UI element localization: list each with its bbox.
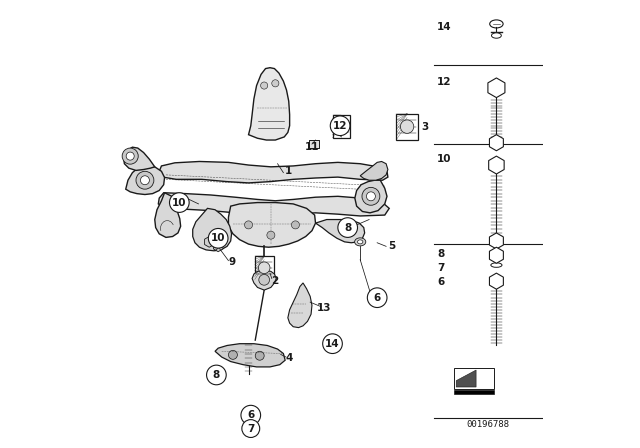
Circle shape xyxy=(241,405,260,425)
Polygon shape xyxy=(158,193,389,216)
Text: 00196788: 00196788 xyxy=(466,420,509,429)
Circle shape xyxy=(122,148,138,164)
Polygon shape xyxy=(124,147,155,170)
Polygon shape xyxy=(193,208,232,251)
Ellipse shape xyxy=(491,263,502,267)
FancyBboxPatch shape xyxy=(396,114,418,140)
Circle shape xyxy=(209,228,228,248)
Text: 6: 6 xyxy=(374,293,381,303)
Circle shape xyxy=(140,176,149,185)
Text: 5: 5 xyxy=(388,241,395,251)
Polygon shape xyxy=(252,271,276,290)
Polygon shape xyxy=(248,68,290,140)
Circle shape xyxy=(323,334,342,353)
Text: 10: 10 xyxy=(172,198,187,207)
Polygon shape xyxy=(490,135,504,151)
Text: 8: 8 xyxy=(212,370,220,380)
Ellipse shape xyxy=(490,20,503,28)
Polygon shape xyxy=(214,241,223,252)
Circle shape xyxy=(228,350,237,359)
Text: 1: 1 xyxy=(285,166,292,177)
Circle shape xyxy=(367,288,387,307)
Circle shape xyxy=(272,80,279,87)
Text: 14: 14 xyxy=(325,339,340,349)
FancyBboxPatch shape xyxy=(309,140,319,148)
Polygon shape xyxy=(490,247,504,263)
Circle shape xyxy=(255,351,264,360)
Text: 11: 11 xyxy=(305,142,319,152)
FancyBboxPatch shape xyxy=(333,116,350,138)
Text: 2: 2 xyxy=(271,276,278,286)
Text: 10: 10 xyxy=(437,154,451,164)
Circle shape xyxy=(367,192,376,201)
Circle shape xyxy=(136,171,154,189)
Text: 12: 12 xyxy=(437,77,451,87)
Polygon shape xyxy=(215,344,285,367)
Ellipse shape xyxy=(358,240,363,244)
Polygon shape xyxy=(159,161,388,183)
Circle shape xyxy=(244,221,253,229)
Text: 8: 8 xyxy=(437,250,444,259)
Polygon shape xyxy=(125,165,164,194)
Circle shape xyxy=(260,82,268,89)
Polygon shape xyxy=(316,220,365,243)
Polygon shape xyxy=(360,161,388,180)
Circle shape xyxy=(362,187,380,205)
Text: 13: 13 xyxy=(317,303,332,313)
Circle shape xyxy=(126,152,134,160)
Circle shape xyxy=(170,193,189,212)
Polygon shape xyxy=(288,283,312,327)
Polygon shape xyxy=(155,193,180,237)
Polygon shape xyxy=(205,237,214,247)
Polygon shape xyxy=(490,233,504,249)
Circle shape xyxy=(401,120,414,134)
Circle shape xyxy=(259,275,269,285)
Circle shape xyxy=(336,121,347,132)
FancyBboxPatch shape xyxy=(454,368,494,389)
Circle shape xyxy=(330,116,350,136)
Polygon shape xyxy=(488,78,505,98)
FancyBboxPatch shape xyxy=(255,256,273,280)
Text: 9: 9 xyxy=(228,257,235,267)
Text: 8: 8 xyxy=(344,223,351,233)
Polygon shape xyxy=(490,273,504,289)
Polygon shape xyxy=(456,370,476,387)
Text: 3: 3 xyxy=(421,122,429,132)
Polygon shape xyxy=(489,156,504,174)
Circle shape xyxy=(291,221,300,229)
Polygon shape xyxy=(228,202,316,247)
Text: 12: 12 xyxy=(333,121,348,131)
Text: 6: 6 xyxy=(437,277,444,287)
Ellipse shape xyxy=(355,238,366,246)
Text: 7: 7 xyxy=(247,423,255,434)
Text: 14: 14 xyxy=(437,22,452,33)
Circle shape xyxy=(207,365,226,385)
Text: 6: 6 xyxy=(247,410,255,420)
Polygon shape xyxy=(355,180,387,213)
Circle shape xyxy=(267,231,275,239)
Circle shape xyxy=(259,262,270,274)
Text: 4: 4 xyxy=(286,353,293,363)
Text: 10: 10 xyxy=(211,233,225,243)
Text: 7: 7 xyxy=(437,263,444,273)
Circle shape xyxy=(338,218,358,237)
Ellipse shape xyxy=(492,33,501,38)
FancyBboxPatch shape xyxy=(454,390,494,394)
Circle shape xyxy=(242,420,260,438)
